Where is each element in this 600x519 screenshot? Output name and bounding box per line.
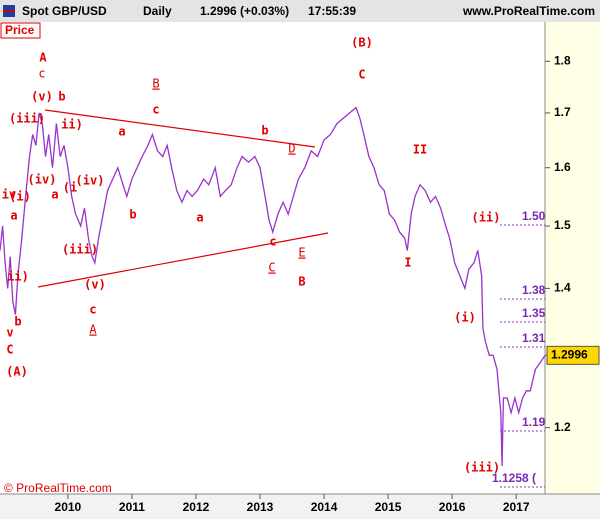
period: Daily [143,4,172,18]
trend-line [37,232,329,288]
y-tick-label: 1.7 [554,105,571,119]
header-bar [0,0,600,22]
panel-label-box [0,22,41,39]
wave-label: b [129,208,136,222]
footer: © ProRealTime.com [4,481,112,495]
wave-label: C [6,343,13,357]
wave-label: c [152,103,159,117]
wave-label: (iv) [76,174,105,188]
wave-label: B [152,77,159,91]
wave-label: b [58,90,65,104]
level-label: 1.1258 ( [492,471,536,485]
x-tick-label: 2011 [119,500,145,514]
x-tick-label: 2016 [439,500,466,514]
level-label: 1.38 [522,283,546,297]
y-axis-panel [545,22,600,494]
wave-label: D [288,142,295,156]
wave-label: A [39,51,47,65]
wave-label: a [196,211,203,225]
wave-label: (i [63,181,77,195]
wave-label: B [298,275,305,289]
level-label: 1.31 [522,331,546,345]
x-tick-label: 2017 [503,500,530,514]
wave-label: II [413,143,427,157]
level-label: 1.50 [522,209,546,223]
wave-label: c [269,235,276,249]
symbol: Spot GBP/USD [22,4,107,18]
wave-label: A [89,323,97,337]
site: www.ProRealTime.com [462,4,595,18]
y-tick-label: 1.4 [554,281,571,295]
wave-label: (i) [9,190,31,204]
level-label: 1.19 [522,415,546,429]
wave-label: (iii) [464,461,500,475]
y-tick-label: 1.2 [554,420,571,434]
x-tick-label: 2015 [375,500,402,514]
time: 17:55:39 [308,4,356,18]
wave-label: (i) [454,311,476,325]
price-line [0,106,545,467]
wave-label: a [118,125,125,139]
wave-label: (v) [31,90,53,104]
last-price-box [546,345,600,365]
wave-label: a [51,188,58,202]
wave-label: (v) [84,278,106,292]
y-tick-label: 1.5 [554,218,571,232]
trend-line [44,109,316,148]
wave-label: E [298,246,305,260]
wave-label: (A) [6,365,28,379]
wave-label: I [404,256,411,270]
panel-label: Price [5,23,35,37]
x-tick-label: 2013 [247,500,274,514]
x-axis-panel [0,494,600,519]
wave-label: C [358,68,365,82]
wave-label: (B) [351,36,373,50]
wave-label: a [10,209,17,223]
wave-label: b [14,315,21,329]
wave-label: C [268,261,275,275]
wave-label: v [6,326,13,340]
wave-label: ii) [61,118,83,132]
wave-label: (iv) [28,173,57,187]
y-tick-label: 1.6 [554,160,571,174]
last-price-label: 1.2996 [551,348,588,362]
plot [0,106,545,467]
wave-label: iv [2,188,16,202]
wave-label: b [261,124,268,138]
y-tick-label: 1.8 [554,53,571,67]
quote: 1.2996 (+0.03%) [200,4,289,18]
wave-label: (ii) [472,211,501,225]
level-label: 1.35 [522,306,546,320]
wave-label: c [38,67,45,81]
x-tick-label: 2014 [311,500,338,514]
wave-label: (iii) [9,112,45,126]
wave-label: ii) [7,270,29,284]
wave-label: c [89,303,96,317]
wave-label: (iii) [62,243,98,257]
x-tick-label: 2010 [55,500,82,514]
x-tick-label: 2012 [183,500,210,514]
